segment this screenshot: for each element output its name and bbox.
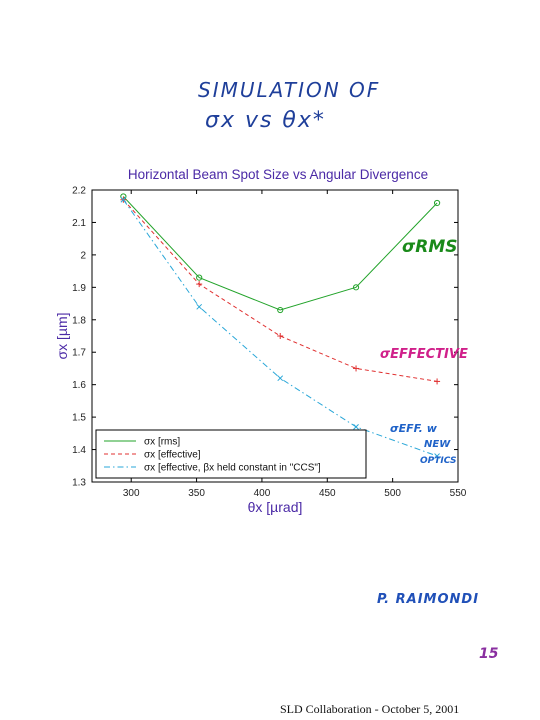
chart-title: Horizontal Beam Spot Size vs Angular Div… (127, 167, 429, 182)
data-point-circle (196, 274, 203, 281)
author-signature: P. RAIMONDI (377, 592, 480, 607)
annotation-5: OPTICS (420, 456, 457, 466)
data-point-cross-b (277, 375, 284, 382)
axis-ticks: 1.3 1.4 1.5 1.6 1.7 1.8 1.9 2 2.1 2.2 300 350 400 450… (72, 186, 467, 500)
data-point-cross-b (120, 196, 127, 203)
x-tick-label: 500 (384, 488, 401, 499)
data-point-circle (277, 306, 284, 314)
y-tick-label: 1.3 (72, 478, 86, 489)
data-point-cross (120, 196, 127, 203)
data-point-cross (434, 453, 440, 459)
x-tick-label: 450 (319, 488, 336, 499)
legend: σx [rms] σx [effective] σx [effective, βx … (95, 429, 367, 479)
x-axis-label: θx [µrad] (248, 499, 303, 515)
x-tick-label: 550 (450, 488, 467, 499)
data-point-plus (434, 378, 441, 385)
y-tick-label: 1.5 (72, 413, 86, 424)
annotation-1: σRMS (402, 237, 458, 257)
legend-label: σx [rms] (144, 437, 180, 448)
data-point-circle (352, 284, 360, 291)
data-point-circle (433, 199, 441, 207)
page-number: 15 (479, 646, 499, 662)
data-point-cross (277, 375, 284, 382)
series-3 (120, 196, 440, 459)
y-tick-label: 1.7 (72, 348, 86, 359)
annotation-4: NEW (424, 439, 451, 450)
y-tick-label: 2.2 (72, 186, 86, 197)
series-line (123, 196, 438, 311)
y-tick-label: 2.1 (72, 218, 86, 229)
data-point-cross-b (196, 303, 203, 310)
annotation-2: σEFFECTIVE (380, 347, 468, 362)
x-tick-label: 350 (188, 488, 205, 499)
annotations: σRMS σEFFECTIVE σEFF. w NEW OPTICS (380, 237, 468, 466)
data-point-plus (277, 333, 284, 339)
series-1 (120, 193, 441, 314)
data-point-cross (196, 303, 203, 310)
x-tick-label: 300 (123, 488, 140, 499)
data-point-cross-b (353, 423, 359, 430)
handwritten-title-line2: σx vs θx* (205, 108, 326, 133)
annotation-3: σEFF. w (390, 422, 438, 435)
y-tick-label: 1.8 (72, 315, 86, 326)
y-tick-label: 1.9 (72, 283, 86, 294)
y-tick-label: 2 (80, 250, 86, 261)
legend-box (95, 429, 367, 479)
y-tick-label: 1.4 (72, 445, 86, 456)
x-tick-label: 400 (254, 488, 271, 499)
series-group (120, 193, 441, 459)
data-point-cross-b (434, 453, 440, 459)
data-point-cross (353, 423, 359, 430)
y-axis-label: σx [µm] (54, 312, 70, 359)
y-tick-label: 1.6 (72, 380, 86, 391)
legend-label: σx [effective, βx held constant in "CCS"… (144, 463, 321, 474)
legend-label: σx [effective] (144, 450, 201, 461)
data-point-plus (196, 281, 203, 288)
footer-text: SLD Collaboration - October 5, 2001 (280, 702, 460, 716)
data-point-plus (353, 365, 360, 372)
handwritten-title-line1: SIMULATION OF (198, 78, 381, 102)
